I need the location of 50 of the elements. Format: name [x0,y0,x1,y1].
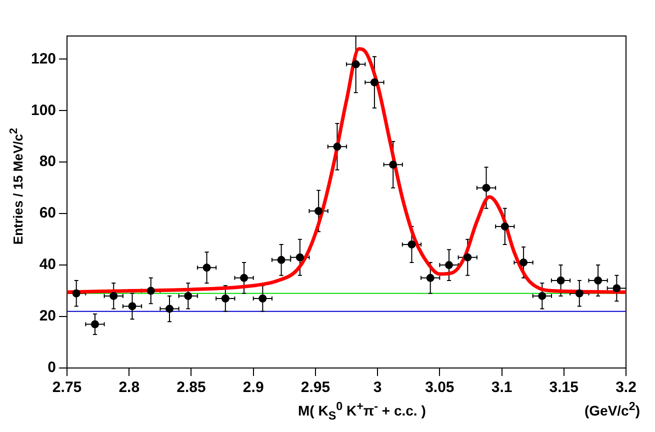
point [500,222,509,230]
point [408,240,416,248]
x-tick-label: 2.9 [242,379,264,396]
point [426,274,434,282]
x-tick-label: 2.95 [300,379,330,396]
x-tick-label: 3 [373,379,382,396]
point [464,253,472,262]
y-tick-label: 60 [39,204,56,222]
point [184,292,192,300]
point [296,253,304,262]
y-tick-label: 40 [39,256,56,274]
point [90,320,99,328]
point [575,289,584,298]
point [333,142,342,151]
point [110,292,118,300]
x-tick-label: 2.8 [118,379,140,396]
point [166,304,174,313]
point [352,60,360,68]
y-tick-label: 0 [48,359,56,376]
point [202,264,211,272]
x-tick-label: 2.85 [176,379,206,396]
point [72,289,80,298]
point [612,284,621,292]
y-tick-label: 120 [30,50,56,68]
point [128,302,136,310]
point [258,294,267,303]
point [389,160,398,169]
point [314,207,323,216]
y-tick-label: 20 [39,308,56,325]
text: (GeV/c$^{2}$) [584,400,640,419]
x-tick-label: 3.15 [549,379,578,396]
x-tick-label: 2.75 [52,379,82,396]
line-series [67,47,626,294]
point [146,286,155,295]
x-tick-label: 3.05 [425,379,454,396]
point [444,261,453,270]
point [277,256,286,264]
y-tick-label: 80 [39,153,56,170]
point [520,258,528,266]
point [594,276,602,284]
x-axis-title: M( K$_{S}$$^{0}$ K$^{+}$π$^{-}$ + c.c. ) [298,400,426,422]
x-tick-label: 3.1 [491,379,512,396]
point [370,78,378,86]
point [240,274,248,282]
point [538,292,546,300]
point [221,294,230,303]
x-tick-label: 3.2 [616,379,636,396]
y-tick-label: 100 [30,102,56,119]
point [556,276,565,284]
point [482,184,490,192]
